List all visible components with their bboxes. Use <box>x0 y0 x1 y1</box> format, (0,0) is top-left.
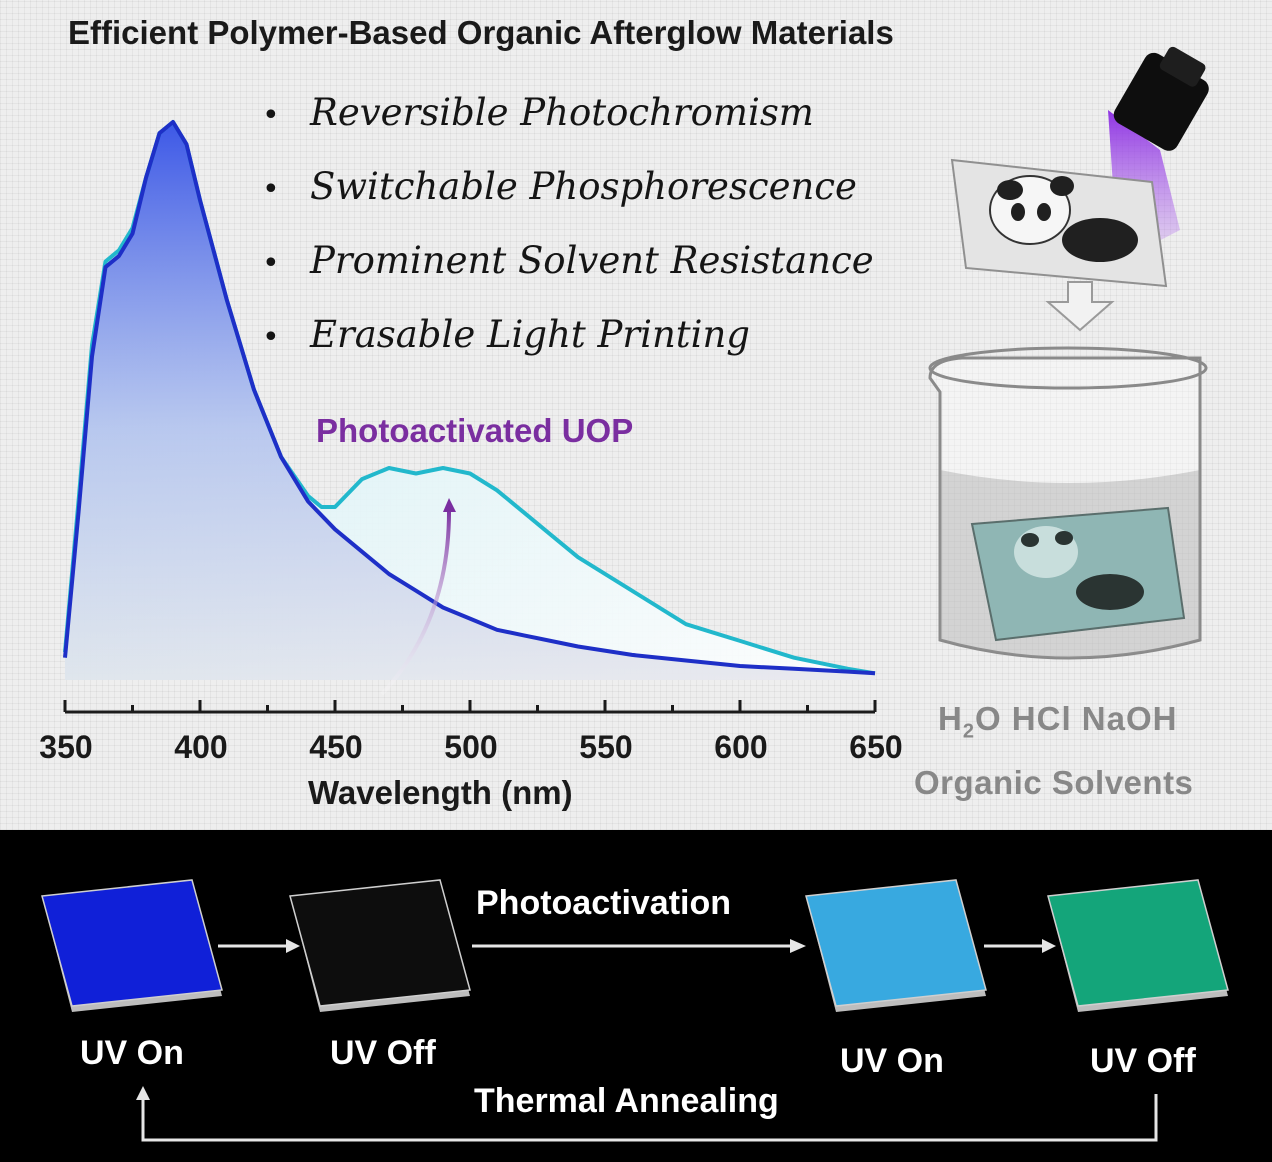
x-tick-label: 650 <box>849 729 903 765</box>
feature-item: • Erasable Light Printing <box>262 298 874 372</box>
feature-list: • Reversible Photochromism • Switchable Ph… <box>262 76 874 372</box>
solvent-h: H <box>938 700 963 737</box>
top-panel <box>0 0 1272 830</box>
feature-text: Reversible Photochromism <box>310 91 814 134</box>
square-label: UV Off <box>1090 1042 1196 1080</box>
square-label: UV On <box>80 1034 184 1072</box>
annotation-photoactivated: Photoactivated UOP <box>316 412 634 449</box>
square-label: UV On <box>840 1042 944 1080</box>
film-square <box>1047 879 1229 1007</box>
beaker-illustration <box>928 346 1208 660</box>
lamp-head <box>1159 46 1206 87</box>
figure-title: Efficient Polymer-Based Organic Afterglo… <box>68 14 894 51</box>
x-tick-label: 350 <box>39 729 93 765</box>
bullet-dot: • <box>262 246 280 281</box>
bullet-dot: • <box>262 172 280 207</box>
feature-text: Switchable Phosphorescence <box>310 165 857 208</box>
series-line <box>63 120 876 676</box>
solvents-line-1: H2O HCl NaOH <box>938 700 1178 744</box>
feature-item: • Reversible Photochromism <box>262 76 874 150</box>
down-arrow-icon <box>1045 281 1115 332</box>
panda-film-illustration <box>950 158 1168 288</box>
feature-item: • Switchable Phosphorescence <box>262 150 874 224</box>
photoactivation-curved-arrow <box>380 507 452 696</box>
feature-item: • Prominent Solvent Resistance <box>262 224 874 298</box>
solvents-line-2: Organic Solvents <box>914 764 1194 801</box>
arrow-head <box>443 498 456 512</box>
x-tick-label: 550 <box>579 729 633 765</box>
emission-spectrum-chart <box>63 46 1209 714</box>
film-square <box>805 879 987 1007</box>
bullet-dot: • <box>262 320 280 355</box>
photoactivation-arrow <box>472 939 806 953</box>
thermal-annealing-return-arrow <box>136 1086 1158 1142</box>
arrow-3 <box>984 939 1056 953</box>
feature-text: Prominent Solvent Resistance <box>310 239 874 282</box>
film-square <box>289 879 471 1007</box>
solvent-subscript: 2 <box>962 720 975 743</box>
x-tick-label: 600 <box>714 729 768 765</box>
x-tick-label: 450 <box>309 729 363 765</box>
film-square <box>41 879 223 1007</box>
feature-text: Erasable Light Printing <box>310 313 750 356</box>
x-tick-label: 500 <box>444 729 498 765</box>
thermal-annealing-label: Thermal Annealing <box>474 1082 779 1120</box>
bullet-dot: • <box>262 98 280 133</box>
solvent-rest: O HCl NaOH <box>974 700 1178 737</box>
square-label: UV Off <box>330 1034 436 1072</box>
x-axis <box>63 700 877 714</box>
series-area-fill <box>65 122 875 680</box>
x-tick-label: 400 <box>174 729 228 765</box>
arrow-1 <box>218 939 300 953</box>
photoactivation-label: Photoactivation <box>476 884 732 922</box>
x-axis-label: Wavelength (nm) <box>308 774 573 811</box>
